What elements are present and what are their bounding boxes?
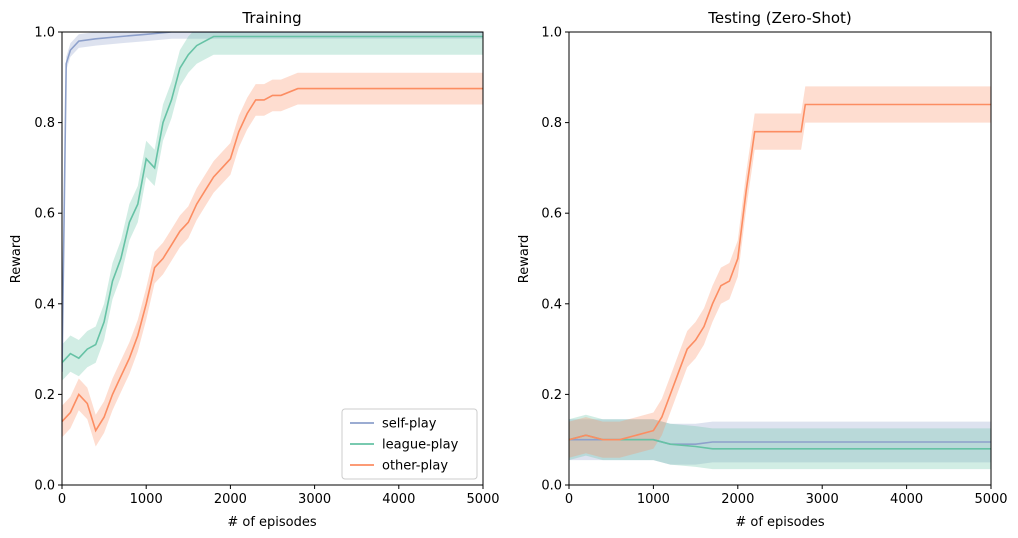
- legend-label-league-play: league-play: [382, 438, 459, 453]
- plot-frame: [568, 31, 992, 486]
- y-tick-label: 0.6: [541, 207, 562, 222]
- chart-title: Training: [241, 9, 301, 27]
- series-line-league-play: [62, 35, 483, 364]
- x-tick-label: 2000: [721, 492, 754, 507]
- y-tick-label: 0.4: [34, 297, 55, 312]
- x-tick-label: 1000: [130, 492, 163, 507]
- y-tick-label: 0.4: [541, 297, 562, 312]
- y-tick-label: 0.2: [541, 388, 562, 403]
- series-band-league-play: [62, 32, 483, 381]
- plot-frame: [61, 31, 484, 486]
- x-tick-label: 4000: [890, 492, 923, 507]
- x-tick-label: 0: [58, 492, 66, 507]
- x-tick-label: 4000: [382, 492, 415, 507]
- x-axis-label: # of episodes: [227, 515, 317, 530]
- x-tick-label: 3000: [298, 492, 331, 507]
- series-line-other-play: [569, 103, 991, 441]
- y-tick-label: 0.6: [34, 207, 55, 222]
- y-tick-label: 0.0: [34, 479, 55, 494]
- y-tick-label: 0.2: [34, 388, 55, 403]
- plot-area: [569, 86, 991, 470]
- x-tick-label: 5000: [466, 492, 499, 507]
- series-band-other-play: [62, 72, 483, 447]
- legend-label-other-play: other-play: [382, 459, 448, 474]
- legend-box: [341, 408, 478, 480]
- x-tick-label: 1000: [637, 492, 670, 507]
- series-band-other-play: [569, 86, 991, 458]
- legend: self-play league-play other-play: [341, 408, 478, 480]
- training-chart: Training # of episodes Reward 0 1000 2000 3…: [9, 9, 500, 530]
- y-tick-label: 0.8: [34, 116, 55, 131]
- y-axis-label: Reward: [9, 235, 24, 283]
- y-tick-label: 1.0: [541, 26, 562, 41]
- y-axis-label: Reward: [517, 235, 532, 283]
- x-tick-label: 3000: [806, 492, 839, 507]
- testing-chart: Testing (Zero-Shot) # of episodes Reward…: [517, 9, 1008, 530]
- y-tick-label: 1.0: [34, 26, 55, 41]
- y-tick-label: 0.8: [541, 116, 562, 131]
- x-tick-label: 2000: [214, 492, 247, 507]
- series-line-self-play: [62, 32, 483, 372]
- x-tick-label: 0: [565, 492, 573, 507]
- plot-area: [62, 32, 483, 447]
- chart-title: Testing (Zero-Shot): [707, 9, 852, 27]
- x-tick-label: 5000: [974, 492, 1007, 507]
- series-line-other-play: [62, 87, 483, 433]
- x-axis-label: # of episodes: [735, 515, 825, 530]
- legend-label-self-play: self-play: [382, 417, 437, 432]
- y-tick-label: 0.0: [541, 479, 562, 494]
